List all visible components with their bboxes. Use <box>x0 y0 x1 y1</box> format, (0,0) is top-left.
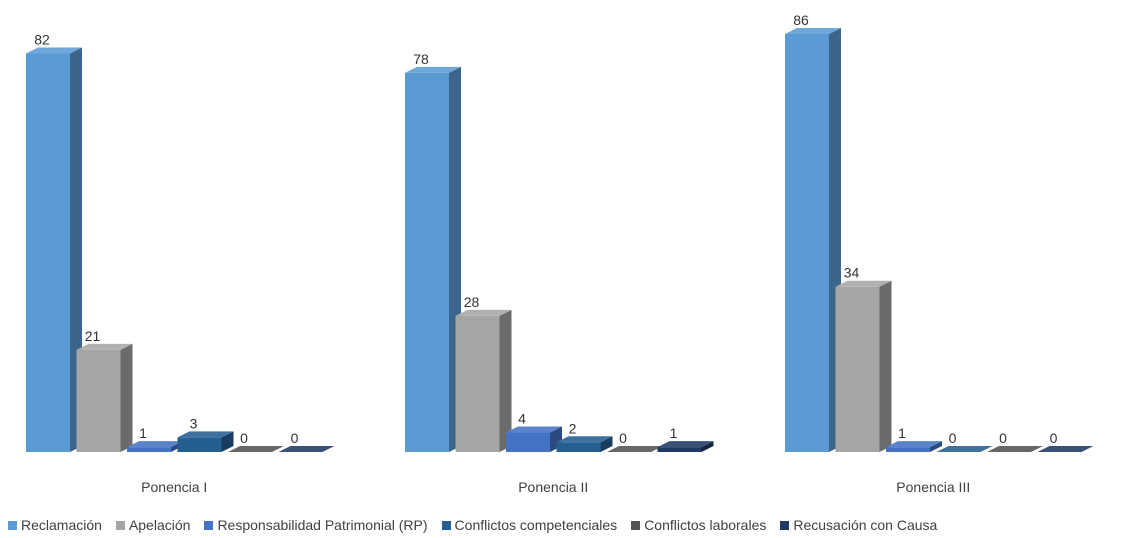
bar-ponencia-ii-series-1 <box>405 66 461 452</box>
bar-top-face <box>278 446 335 452</box>
bars-layer <box>26 28 1094 453</box>
bar-side-face <box>879 280 892 452</box>
bar-ponencia-ii-series-3 <box>506 426 562 452</box>
bar-ponencia-ii-series-4 <box>556 436 613 452</box>
bar-front-face <box>405 72 449 452</box>
data-label: 28 <box>464 294 480 310</box>
bar-top-face <box>657 441 714 448</box>
bar-ponencia-ii-series-6 <box>657 441 714 452</box>
data-label: 3 <box>190 415 198 431</box>
legend-label: Conflictos competenciales <box>454 517 618 533</box>
bar-top-face <box>556 436 613 443</box>
data-label: 1 <box>139 425 147 441</box>
legend-label: Conflictos laborales <box>644 517 767 533</box>
legend-item: Conflictos competenciales <box>441 517 618 533</box>
data-label: 0 <box>240 430 248 446</box>
data-label: 4 <box>518 411 526 427</box>
bar-ponencia-iii-series-4 <box>936 446 993 453</box>
bar-side-face <box>600 436 613 452</box>
data-label: 21 <box>85 328 101 344</box>
data-label: 1 <box>898 425 906 441</box>
legend-item: Conflictos laborales <box>631 517 766 533</box>
legend-item: Responsabilidad Patrimonial (RP) <box>204 517 428 533</box>
value-labels-layer: 82 21 1 3 0 0 78 28 4 2 0 1 86 34 1 0 0 0 <box>34 12 1057 446</box>
data-label: 2 <box>569 420 577 436</box>
bar-top-face <box>1037 446 1094 452</box>
bar-ponencia-i-series-3 <box>127 441 183 452</box>
bar-top-face <box>607 446 663 452</box>
bar-ponencia-iii-series-2 <box>835 280 892 452</box>
bar-top-face <box>228 446 284 452</box>
bar-side-face <box>701 441 714 452</box>
bar-top-face <box>886 441 942 448</box>
bar-top-face <box>987 446 1043 452</box>
bar-front-face <box>835 286 880 452</box>
legend-item: Reclamación <box>8 517 102 533</box>
bar-top-face <box>177 431 234 438</box>
legend-label: Reclamación <box>21 517 102 533</box>
bar-ponencia-ii-series-2 <box>455 309 512 452</box>
data-label: 1 <box>670 425 678 441</box>
bar-front-face <box>886 447 930 452</box>
legend-label: Recusación con Causa <box>793 517 938 533</box>
legend-item: Apelación <box>115 517 191 533</box>
bar-ponencia-i-series-5 <box>228 446 284 453</box>
data-label: 0 <box>999 430 1007 446</box>
chart-legend: Reclamación Apelación Responsabilidad Patr… <box>8 514 937 536</box>
legend-label: Responsabilidad Patrimonial (RP) <box>217 517 428 533</box>
bar-front-face <box>556 442 601 452</box>
bar-ponencia-ii-series-5 <box>607 446 663 453</box>
legend-swatch <box>204 520 214 530</box>
bar-top-face <box>405 66 461 73</box>
bar-top-face <box>127 441 183 448</box>
bar-top-face <box>936 446 993 452</box>
data-label: 0 <box>949 430 957 446</box>
bar-top-face <box>785 28 841 34</box>
bar-top-face <box>835 280 892 287</box>
data-label: 0 <box>1050 430 1058 446</box>
legend-swatch <box>780 520 790 530</box>
bar-top-face <box>506 426 562 433</box>
bar-front-face <box>26 53 70 452</box>
bar-ponencia-iii-series-6 <box>1037 446 1094 453</box>
data-label: 82 <box>34 31 50 47</box>
legend-swatch <box>441 520 451 530</box>
data-label: 86 <box>793 12 809 28</box>
bar-front-face <box>785 34 829 452</box>
category-label: Ponencia III <box>896 479 970 495</box>
bar-top-face <box>26 47 82 54</box>
bar-front-face <box>657 447 702 452</box>
data-label: 34 <box>844 265 860 281</box>
data-label: 0 <box>291 430 299 446</box>
bar-side-face <box>499 309 512 452</box>
bar-ponencia-i-series-1 <box>26 47 82 452</box>
bar-front-face <box>455 315 500 452</box>
legend-swatch <box>8 520 17 530</box>
bar-ponencia-i-series-6 <box>278 446 335 453</box>
data-label: 78 <box>413 51 429 67</box>
legend-swatch <box>631 520 641 530</box>
bar-ponencia-iii-series-1 <box>785 28 841 452</box>
legend-item: Recusación con Causa <box>780 517 937 533</box>
bar-top-face <box>455 309 512 316</box>
bar-top-face <box>76 343 133 350</box>
bar-ponencia-iii-series-5 <box>987 446 1043 453</box>
bar-side-face <box>120 343 133 452</box>
bar-ponencia-i-series-2 <box>76 343 133 452</box>
legend-label: Apelación <box>128 517 191 533</box>
bar-front-face <box>506 432 550 452</box>
data-label: 0 <box>619 430 627 446</box>
bar-side-face <box>221 431 234 452</box>
category-label: Ponencia II <box>518 479 588 495</box>
bar-ponencia-iii-series-3 <box>886 441 942 452</box>
category-labels-layer: Ponencia I Ponencia II Ponencia III <box>141 479 970 495</box>
legend-swatch <box>115 520 125 530</box>
bar-front-face <box>127 447 171 452</box>
bar-front-face <box>76 349 121 452</box>
bar-front-face <box>177 437 222 452</box>
bar-ponencia-i-series-4 <box>177 431 234 452</box>
bar-side-face <box>930 441 942 452</box>
category-label: Ponencia I <box>141 479 207 495</box>
